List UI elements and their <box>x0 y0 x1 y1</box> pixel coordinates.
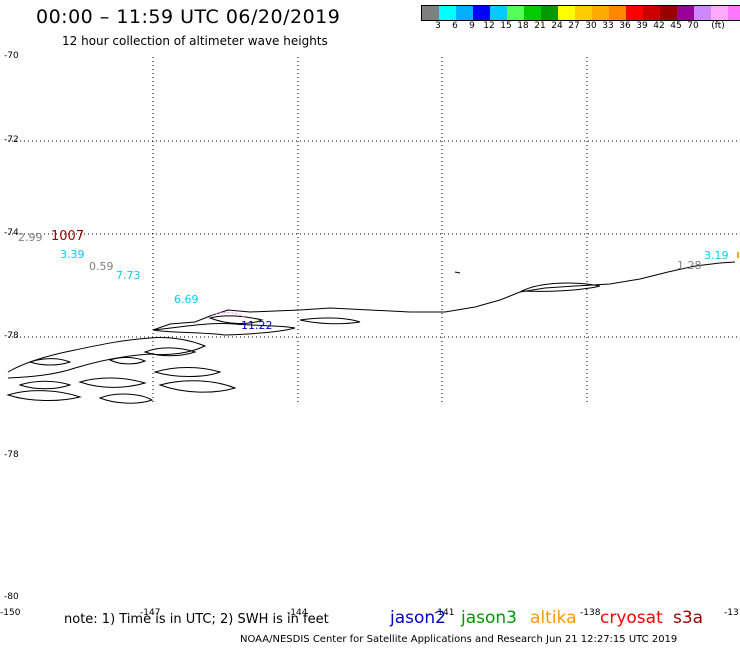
y-label-5: -78 <box>4 450 19 460</box>
color-swatch <box>456 6 473 20</box>
map-title: 00:00 – 11:59 UTC 06/20/2019 <box>36 6 341 28</box>
color-legend-label: 42 <box>653 21 665 31</box>
color-legend-label: 27 <box>568 21 580 31</box>
color-legend-label: 39 <box>636 21 648 31</box>
color-legend-label: 45 <box>670 21 682 31</box>
color-legend-label: 21 <box>534 21 546 31</box>
color-swatch <box>694 6 711 20</box>
coastline <box>6 261 736 404</box>
color-legend-label: 6 <box>452 21 458 31</box>
x-label-3: -144 <box>287 608 308 618</box>
y-label-4: -78 <box>4 331 19 341</box>
color-swatch <box>711 6 728 20</box>
color-swatch <box>422 6 439 20</box>
wave-height-label: 11.22 <box>241 319 273 332</box>
x-label-4: -141 <box>434 608 455 618</box>
color-legend-label: 30 <box>585 21 597 31</box>
map-subtitle: 12 hour collection of altimeter wave hei… <box>62 34 328 48</box>
y-label-2: -72 <box>4 135 19 145</box>
color-legend <box>421 5 740 21</box>
color-swatch <box>490 6 507 20</box>
color-legend-label: 70 <box>687 21 699 31</box>
wave-height-label: 6.69 <box>174 293 199 306</box>
pressure-label: 1007 <box>51 229 85 244</box>
color-swatch <box>643 6 660 20</box>
color-legend-label: 33 <box>602 21 614 31</box>
map-grid <box>8 57 740 405</box>
satellite-track <box>211 311 246 319</box>
color-swatch <box>558 6 575 20</box>
wave-height-label: 7.73 <box>116 269 141 282</box>
color-swatch <box>507 6 524 20</box>
color-legend-label: (ft) <box>711 21 725 31</box>
footer-note: note: 1) Time is in UTC; 2) SWH is in fe… <box>64 612 329 627</box>
y-label-6: -80 <box>4 592 19 602</box>
satellite-jason2: jason2 <box>390 608 446 628</box>
color-swatch <box>728 6 740 20</box>
x-label-1: -150 <box>0 608 21 618</box>
color-swatch <box>524 6 541 20</box>
color-legend-label: 3 <box>435 21 441 31</box>
y-label-1: -70 <box>4 51 19 61</box>
color-swatch <box>660 6 677 20</box>
color-legend-label: 18 <box>517 21 529 31</box>
credit-line: NOAA/NESDIS Center for Satellite Applica… <box>240 634 678 645</box>
color-legend-label: 24 <box>551 21 563 31</box>
satellite-altika: altika <box>530 608 577 628</box>
wave-height-label: 2.99 <box>18 231 43 244</box>
wave-height-label: 3.19 <box>704 249 729 262</box>
satellite-jason3: jason3 <box>461 608 517 628</box>
color-swatch <box>609 6 626 20</box>
color-swatch <box>541 6 558 20</box>
wave-height-label: 1.28 <box>677 259 702 272</box>
x-label-5: -138 <box>580 608 601 618</box>
color-legend-label: 36 <box>619 21 631 31</box>
color-swatch <box>473 6 490 20</box>
wave-height-label: 3.39 <box>60 248 85 261</box>
color-legend-label: 9 <box>469 21 475 31</box>
wave-height-label: 0.59 <box>89 260 114 273</box>
color-swatch <box>439 6 456 20</box>
color-swatch <box>575 6 592 20</box>
x-label-2: -147 <box>140 608 161 618</box>
color-swatch <box>592 6 609 20</box>
satellite-cryosat: cryosat <box>600 608 663 628</box>
satellite-s3a: s3a <box>673 608 704 628</box>
color-legend-label: 15 <box>500 21 512 31</box>
color-legend-label: 12 <box>483 21 495 31</box>
x-label-6: -13 <box>724 608 739 618</box>
color-swatch <box>626 6 643 20</box>
y-label-3: -74 <box>4 228 19 238</box>
color-swatch <box>677 6 694 20</box>
